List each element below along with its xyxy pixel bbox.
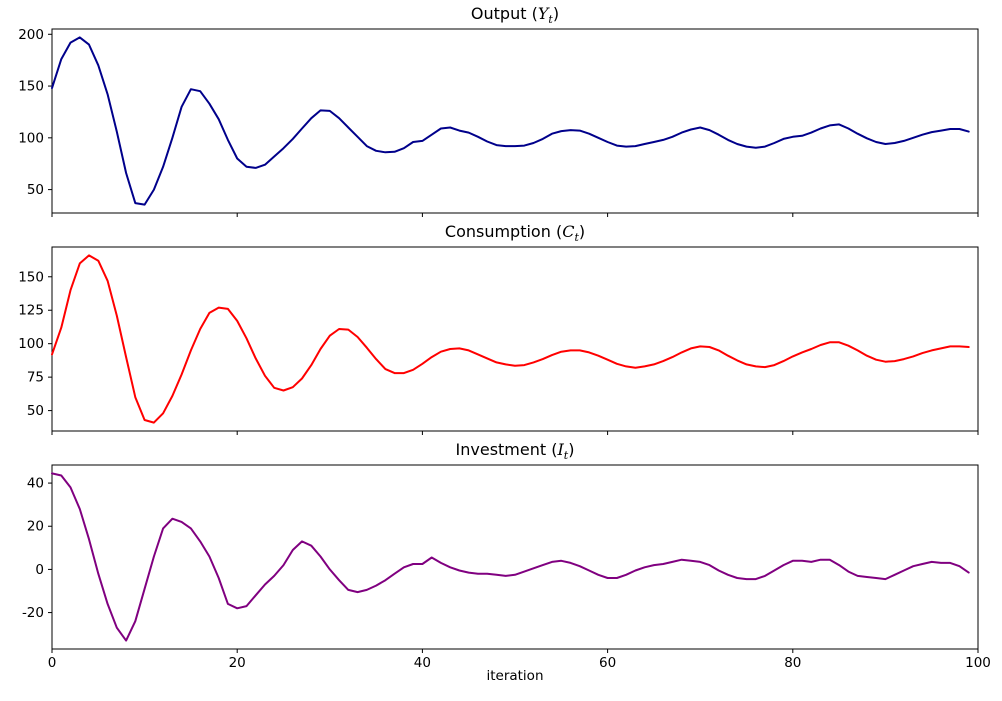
consumption-y-tick-label: 50 — [27, 403, 44, 419]
investment-y-tick-label: 20 — [27, 519, 44, 535]
x-axis-label: iteration — [486, 668, 544, 684]
subplot-title-investment: Investment (It) — [52, 439, 978, 466]
title-suffix: ) — [578, 222, 586, 241]
x-axis-tick-label: 20 — [229, 655, 246, 671]
investment-y-tick-label: -20 — [22, 605, 44, 621]
consumption-y-tick-label: 125 — [18, 303, 44, 319]
investment-y-tick-label: 0 — [35, 562, 44, 578]
output-axes-frame — [51, 28, 979, 214]
title-prefix: Output ( — [470, 4, 538, 23]
consumption-y-tick-label: 150 — [18, 269, 44, 285]
x-axis-tick-label: 80 — [784, 655, 801, 671]
output-line-series — [51, 36, 970, 206]
consumption-y-tick-label: 100 — [18, 336, 44, 352]
output-y-tick-label: 50 — [27, 182, 44, 198]
consumption-y-tick-label: 75 — [27, 370, 44, 386]
output-y-tick-label: 150 — [18, 79, 44, 95]
title-variable: I — [557, 440, 564, 459]
investment-y-tick-label: 40 — [27, 476, 44, 492]
x-axis-tick-label: 100 — [965, 655, 991, 671]
investment-line-series — [51, 472, 970, 642]
title-variable: Y — [537, 4, 549, 23]
x-axis-tick-label: 60 — [599, 655, 616, 671]
consumption-line-series — [51, 254, 970, 424]
title-subscript: t — [574, 231, 579, 245]
x-axis-tick-label: 40 — [414, 655, 431, 671]
title-subscript: t — [548, 13, 553, 27]
title-prefix: Investment ( — [455, 440, 558, 459]
title-suffix: ) — [552, 4, 560, 23]
consumption-axes-frame — [51, 246, 979, 432]
x-axis-tick-label: 0 — [48, 655, 57, 671]
subplot-title-output: Output (Yt) — [52, 3, 978, 30]
title-suffix: ) — [568, 440, 575, 459]
title-prefix: Consumption ( — [444, 222, 563, 241]
investment-axes-frame — [51, 464, 979, 650]
subplot-title-consumption: Consumption (Ct) — [52, 221, 978, 248]
title-variable: C — [562, 222, 575, 241]
title-subscript: t — [563, 449, 569, 463]
output-y-tick-label: 100 — [18, 130, 44, 146]
output-y-tick-label: 200 — [18, 27, 44, 43]
